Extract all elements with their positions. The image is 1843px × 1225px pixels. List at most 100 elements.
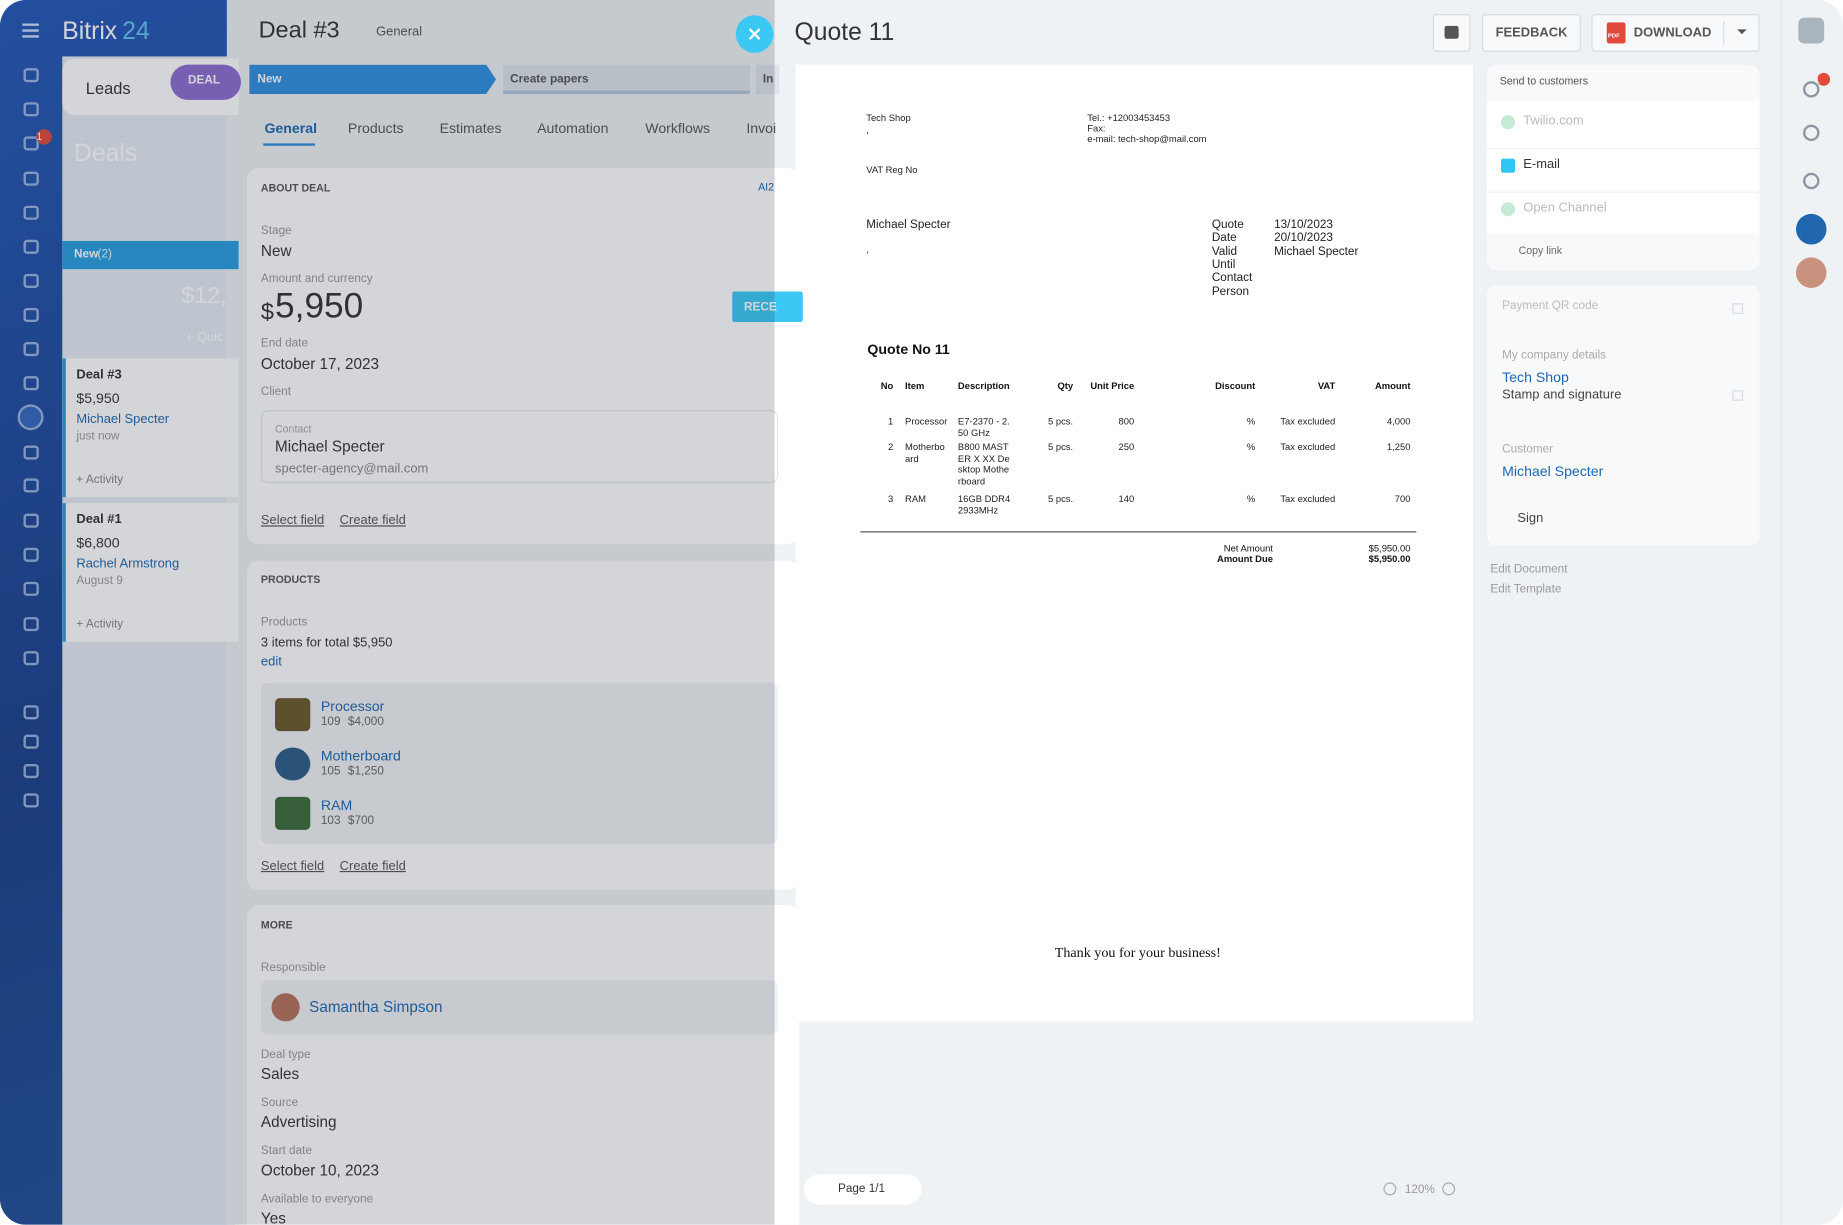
field-value: October 10, 2023 <box>260 1161 380 1179</box>
strip-icon[interactable] <box>1803 172 1820 190</box>
doc-cell: 3 <box>888 493 894 505</box>
nav-icon[interactable] <box>23 651 39 666</box>
card-client[interactable]: Rachel Armstrong <box>76 557 180 572</box>
nav-icon[interactable] <box>17 404 44 431</box>
nav-icon[interactable] <box>23 547 39 562</box>
doc-text: Person <box>1211 285 1250 298</box>
doc-total-value: $5,950.00 <box>1368 553 1411 565</box>
product-image <box>275 796 311 830</box>
deal-tab[interactable]: Workflows <box>645 119 711 137</box>
nav-icon[interactable] <box>23 239 39 254</box>
view-tab[interactable]: List <box>143 206 166 224</box>
doc-cell: Processor <box>905 416 948 427</box>
doc-col-header: Unit Price <box>1090 380 1135 392</box>
nav-icon[interactable] <box>23 763 39 779</box>
link[interactable]: Edit Template <box>1490 582 1562 596</box>
nav-icon[interactable] <box>23 734 39 749</box>
nav-icon[interactable] <box>23 513 39 528</box>
responsible-name[interactable]: Samantha Simpson <box>309 997 443 1016</box>
doc-cell: 2 <box>888 441 894 453</box>
deal-tab[interactable]: Invoi <box>746 119 777 137</box>
doc-cell: B800 MASTER X XX Desktop Motherboard <box>957 441 1010 487</box>
quick-add[interactable]: + Quic <box>185 330 224 345</box>
link[interactable]: Edit Document <box>1490 563 1568 576</box>
channel[interactable]: Open Channel <box>1523 200 1607 216</box>
pager[interactable] <box>803 1174 922 1205</box>
nav-icon[interactable] <box>23 102 39 117</box>
nav-icon[interactable] <box>23 376 39 391</box>
channel[interactable]: E-mail <box>1523 157 1560 172</box>
nav-icon[interactable] <box>23 617 39 632</box>
doc-col-header: No <box>880 380 894 392</box>
field-label: Stage <box>260 224 292 238</box>
column-name: New <box>74 248 99 261</box>
link[interactable]: Copy link <box>1518 244 1563 257</box>
card-client[interactable]: Michael Specter <box>76 412 170 427</box>
link[interactable]: Create field <box>339 513 406 528</box>
zoom-out[interactable] <box>1383 1182 1397 1196</box>
product-name[interactable]: RAM <box>320 796 353 814</box>
doc-text: Fax: <box>1087 123 1106 134</box>
deal-tab[interactable]: General <box>264 119 318 137</box>
badge <box>1817 72 1831 86</box>
doc-text: Michael Specter <box>1274 245 1359 259</box>
view-tab[interactable]: Activi <box>191 206 226 224</box>
link[interactable]: Create field <box>339 859 406 874</box>
doc-col-header: Qty <box>1057 380 1074 392</box>
badge-count: 1 <box>36 130 43 143</box>
setting-value[interactable]: Michael Specter <box>1502 463 1604 480</box>
tab[interactable]: DEAL <box>188 74 221 87</box>
nav-icon[interactable] <box>23 273 39 288</box>
channel[interactable]: Twilio.com <box>1523 114 1584 129</box>
card-activity[interactable]: + Activity <box>76 618 124 632</box>
nav-icon[interactable] <box>23 205 39 220</box>
doc-cell: 5 pcs. <box>1048 416 1074 427</box>
overlay <box>0 0 775 1225</box>
tab[interactable]: Leads <box>85 78 131 98</box>
strip-icon[interactable] <box>1803 81 1820 98</box>
link[interactable]: edit <box>260 654 282 669</box>
field-label: Source <box>260 1096 299 1110</box>
badge-count: 1 <box>1814 74 1820 85</box>
doc-total-label: Net Amount <box>1223 543 1273 554</box>
channel-icon <box>1500 158 1516 173</box>
product-image <box>275 698 311 732</box>
doc-rule <box>860 531 1417 533</box>
nav-icon[interactable] <box>23 705 39 720</box>
deal-card[interactable] <box>62 358 239 498</box>
nav-icon[interactable] <box>23 171 39 186</box>
nav-icon[interactable] <box>23 478 39 493</box>
feedback-button[interactable] <box>1482 14 1581 52</box>
deal-tab[interactable]: Products <box>347 119 404 137</box>
card-activity[interactable]: + Activity <box>76 473 124 487</box>
deal-tab[interactable]: Estimates <box>439 119 502 137</box>
link[interactable]: Select field <box>260 859 325 874</box>
link[interactable]: Select field <box>260 513 325 528</box>
strip-icon[interactable] <box>1795 257 1827 288</box>
product-name[interactable]: Processor <box>320 698 385 715</box>
nav-icon[interactable] <box>23 136 39 151</box>
doc-text: 13/10/2023 <box>1274 218 1333 232</box>
quote-title: Quote 11 <box>794 18 895 46</box>
deal-tab[interactable]: Automation <box>537 119 609 137</box>
nav-icon[interactable] <box>23 68 39 83</box>
setting-value[interactable]: Tech Shop <box>1502 369 1569 386</box>
nav-icon[interactable] <box>23 342 39 357</box>
product-name[interactable]: Motherboard <box>320 747 401 764</box>
nav-icon[interactable] <box>23 307 39 323</box>
nav-icon[interactable] <box>23 445 39 460</box>
deal-card[interactable] <box>62 503 239 642</box>
column-count: (2) <box>97 248 112 261</box>
strip-icon[interactable] <box>1803 124 1820 142</box>
nav-icon[interactable] <box>23 793 39 808</box>
help-icon[interactable] <box>1798 17 1825 44</box>
button[interactable] <box>732 291 803 323</box>
contact-name: Michael Specter <box>275 437 385 455</box>
doc-col-header: Description <box>957 380 1010 392</box>
sign-link[interactable]: Sign <box>1517 511 1544 526</box>
view-tab[interactable]: Kanban <box>74 206 123 224</box>
zoom-in[interactable] <box>1442 1182 1456 1196</box>
strip-icon[interactable] <box>1795 213 1827 245</box>
logo: Bitrix <box>62 17 118 45</box>
nav-icon[interactable] <box>23 581 39 596</box>
